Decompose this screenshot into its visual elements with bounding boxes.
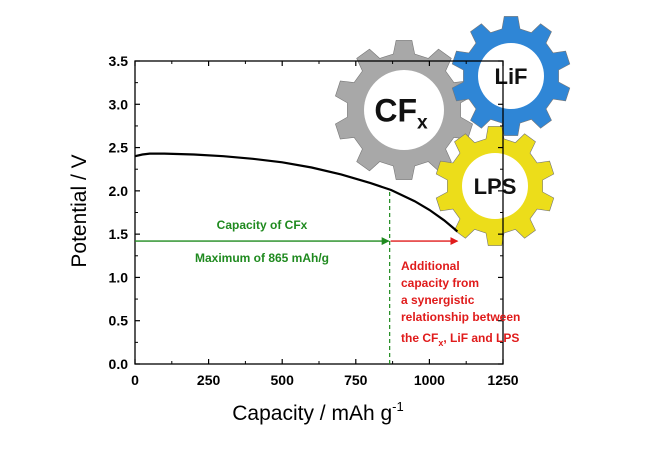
gear-label: LPS xyxy=(474,174,517,199)
x-tick-label: 1250 xyxy=(487,372,518,388)
gear-2: LiF xyxy=(451,16,571,136)
red-label-line-1: Additional xyxy=(401,259,460,273)
x-axis-title: Capacity / mAh g-1 xyxy=(232,399,403,425)
red-label-line-5: the CFx, LiF and LPS xyxy=(401,331,519,348)
y-tick-label: 1.5 xyxy=(109,226,129,242)
axes: 0 250 500 750 1000 1250 0.0 0.5 1.0 1.5 2.0 2.5 3.0 3… xyxy=(109,53,519,388)
x-tick-label: 750 xyxy=(344,372,368,388)
y-tick-label: 2.0 xyxy=(109,183,129,199)
red-label-line-2: capacity from xyxy=(401,276,479,290)
gear-hub xyxy=(364,70,444,150)
green-label-bottom: Maximum of 865 mAh/g xyxy=(195,251,329,265)
x-axis-title-main: Capacity / mAh g xyxy=(232,402,392,425)
red-label-sub: x xyxy=(438,338,443,348)
y-tick-label: 1.0 xyxy=(109,269,129,285)
red-label-rest: , LiF and LPS xyxy=(443,331,519,345)
x-tick-label: 1000 xyxy=(414,372,445,388)
y-tick-label: 3.0 xyxy=(109,96,129,112)
gear-hub xyxy=(462,153,528,219)
y-axis-title: Potential / V xyxy=(68,154,91,267)
data-layer xyxy=(134,152,459,364)
red-label-line-3: a synergistic xyxy=(401,293,475,307)
gear-hub xyxy=(478,43,544,109)
x-axis-title-sup: -1 xyxy=(392,399,404,414)
gears-illustration: CFx LiF LPS xyxy=(335,16,571,246)
y-tick-label: 3.5 xyxy=(109,53,129,69)
gear-label: LiF xyxy=(495,64,528,89)
gear-1: CFx xyxy=(335,40,473,180)
green-label-top: Capacity of CFx xyxy=(217,218,308,232)
x-tick-label: 500 xyxy=(271,372,295,388)
red-label-line-4: relationship between xyxy=(401,310,520,324)
y-tick-label: 2.5 xyxy=(109,140,129,156)
gear-label: CFx xyxy=(374,93,428,134)
x-tick-label: 0 xyxy=(131,372,139,388)
y-tick-label: 0.5 xyxy=(109,313,129,329)
series-line xyxy=(134,152,459,233)
gear-3: LPS xyxy=(435,126,555,246)
y-tick-label: 0.0 xyxy=(109,356,129,372)
x-tick-label: 250 xyxy=(197,372,221,388)
red-label-cf: the CF xyxy=(401,331,438,345)
